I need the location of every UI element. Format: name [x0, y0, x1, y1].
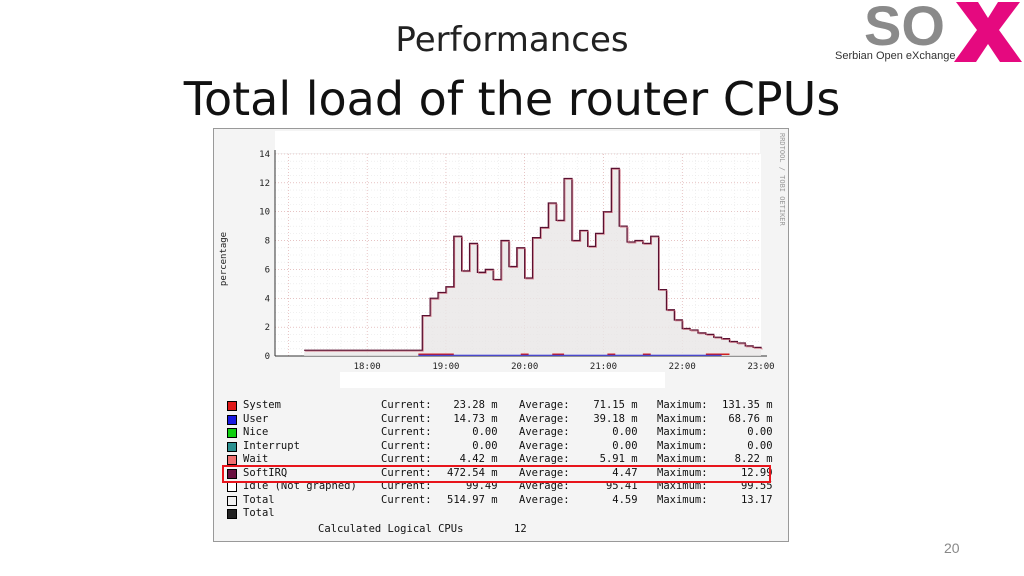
legend-series-name: Idle (Not graphed) — [243, 480, 357, 492]
maximum-label: Maximum: — [657, 412, 708, 425]
x-tick-label: 22:00 — [669, 362, 696, 372]
sox-logo-letters: SO — [864, 0, 945, 57]
series-line-total — [304, 167, 762, 351]
maximum-value: 99.55 — [722, 480, 773, 492]
current-value: 0.00 — [447, 426, 498, 438]
legend-swatch — [227, 455, 237, 465]
maximum-value: 0.00 — [722, 439, 773, 452]
maximum-label: Maximum: — [657, 399, 708, 411]
maximum-value: 13.17 — [722, 493, 773, 506]
maximum-label: Maximum: — [657, 426, 708, 438]
average-label: Average: — [519, 480, 570, 492]
sox-tagline: Serbian Open eXchange — [835, 50, 956, 62]
y-tick-label: 0 — [265, 352, 270, 362]
legend-series-name: SoftIRQ — [243, 466, 288, 479]
rrd-graph-panel: 0 2 4 6 8 10 12 14 18:00 19:00 20:00 21:00 22:00 23:… — [213, 128, 789, 542]
current-label: Current: — [381, 412, 432, 425]
current-value: 0.00 — [447, 439, 498, 452]
legend-series-name: Nice — [243, 426, 269, 438]
x-tick-label: 19:00 — [432, 362, 459, 372]
current-value: 14.73 m — [447, 412, 498, 425]
current-label: Current: — [381, 466, 432, 479]
average-label: Average: — [519, 466, 570, 479]
legend-swatch — [227, 468, 237, 479]
average-label: Average: — [519, 399, 570, 411]
maximum-label: Maximum: — [657, 493, 708, 506]
y-tick-label: 14 — [259, 150, 270, 160]
maximum-value: 131.35 m — [722, 399, 773, 411]
legend-series-name: Total — [243, 493, 275, 506]
current-value: 514.97 m — [447, 493, 498, 506]
current-value: 23.28 m — [447, 399, 498, 411]
sox-x-mark — [954, 2, 1022, 62]
current-value: 99.49 — [447, 480, 498, 492]
y-tick-label: 6 — [265, 265, 270, 275]
average-label: Average: — [519, 453, 570, 465]
legend-series-name: User — [243, 412, 269, 425]
chart-title-strip — [275, 131, 760, 153]
average-label: Average: — [519, 493, 570, 506]
legend-series-name: Total — [243, 507, 275, 519]
average-value: 39.18 m — [587, 412, 638, 425]
slide-title: Total load of the router CPUs — [183, 72, 841, 126]
maximum-value: 12.99 — [722, 466, 773, 479]
current-label: Current: — [381, 439, 432, 452]
maximum-label: Maximum: — [657, 480, 708, 492]
average-value: 4.47 — [587, 466, 638, 479]
average-value: 0.00 — [587, 439, 638, 452]
x-tick-label: 18:00 — [354, 362, 381, 372]
current-label: Current: — [381, 493, 432, 506]
current-label: Current: — [381, 480, 432, 492]
legend-series-name: Wait — [243, 453, 269, 465]
legend-swatch — [227, 509, 237, 519]
legend-swatch — [227, 401, 237, 411]
maximum-value: 68.76 m — [722, 412, 773, 425]
y-axis-label: percentage — [219, 232, 229, 286]
x-tick-label: 21:00 — [590, 362, 617, 372]
legend-swatch — [227, 414, 237, 425]
sox-logo-graphic: SO — [864, 0, 1022, 62]
page-number: 20 — [944, 540, 960, 556]
average-value: 95.41 — [587, 480, 638, 492]
average-value: 5.91 m — [587, 453, 638, 465]
maximum-label: Maximum: — [657, 466, 708, 479]
y-tick-label: 12 — [259, 179, 270, 189]
average-value: 71.15 m — [587, 399, 638, 411]
legend-series-name: Interrupt — [243, 439, 300, 452]
y-tick-label: 8 — [265, 237, 270, 247]
y-tick-label: 2 — [265, 323, 270, 333]
average-label: Average: — [519, 412, 570, 425]
y-tick-label: 10 — [259, 208, 270, 218]
current-label: Current: — [381, 453, 432, 465]
legend-swatch — [227, 495, 237, 506]
legend-swatch — [227, 441, 237, 452]
current-label: Current: — [381, 399, 432, 411]
legend-swatch — [227, 482, 237, 492]
slide-subtitle: Performances — [395, 20, 629, 60]
legend-series-name: System — [243, 399, 281, 411]
maximum-label: Maximum: — [657, 453, 708, 465]
current-value: 472.54 m — [447, 466, 498, 479]
x-tick-label: 20:00 — [511, 362, 538, 372]
maximum-label: Maximum: — [657, 439, 708, 452]
current-value: 4.42 m — [447, 453, 498, 465]
chart-footer-strip — [340, 372, 665, 388]
series-line-softirq — [305, 169, 763, 352]
x-tick-label: 23:00 — [747, 362, 774, 372]
cpu-count-value: 12 — [514, 522, 527, 535]
rrdtool-watermark: RRDTOOL / TOBI OETIKER — [778, 133, 786, 227]
current-label: Current: — [381, 426, 432, 438]
y-tick-label: 4 — [265, 294, 270, 304]
average-label: Average: — [519, 426, 570, 438]
maximum-value: 8.22 m — [722, 453, 773, 465]
maximum-value: 0.00 — [722, 426, 773, 438]
softirq-highlight-box — [222, 465, 771, 483]
cpu-load-chart: 0 2 4 6 8 10 12 14 18:00 19:00 20:00 21:00 22:00 23:… — [219, 131, 786, 388]
legend-swatch — [227, 428, 237, 438]
average-value: 0.00 — [587, 426, 638, 438]
average-value: 4.59 — [587, 493, 638, 506]
average-label: Average: — [519, 439, 570, 452]
cpu-count-label: Calculated Logical CPUs — [318, 522, 464, 535]
